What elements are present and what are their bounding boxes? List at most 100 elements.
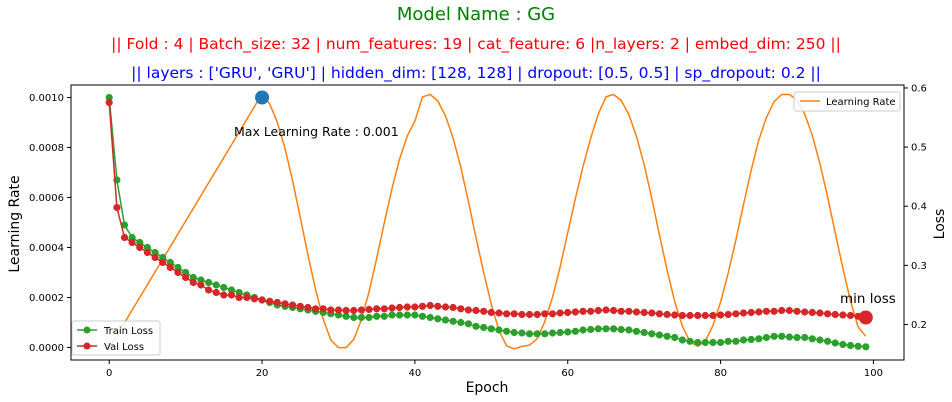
val-loss-point [273, 298, 281, 307]
val-loss-point [694, 311, 702, 320]
train-loss-point [182, 268, 190, 277]
min-loss-marker [858, 310, 873, 325]
train-loss-point [533, 330, 541, 338]
train-loss-point [212, 281, 220, 289]
train-loss-point [159, 253, 167, 262]
train-loss-legend-marker [83, 326, 91, 334]
val-loss-point [357, 306, 365, 314]
train-loss-point [671, 333, 679, 342]
architecture-subtitle: || layers : ['GRU', 'GRU'] | hidden_dim:… [131, 64, 821, 82]
lr-legend-label: Learning Rate [826, 97, 896, 108]
val-loss-point [640, 308, 648, 317]
val-loss-point [258, 296, 266, 304]
val-loss-point [778, 306, 786, 315]
val-loss-point [678, 311, 687, 320]
train-loss-point [663, 332, 671, 340]
val-loss-point [556, 309, 564, 317]
val-loss-point [548, 310, 557, 318]
train-loss-point [793, 333, 801, 342]
train-loss-point [579, 326, 587, 334]
val-loss-point [663, 310, 671, 319]
train-loss-point [472, 322, 480, 330]
x-tick-label: 0 [106, 368, 112, 379]
train-loss-point [548, 329, 557, 337]
val-loss-point [289, 301, 297, 309]
val-loss-point [464, 306, 472, 314]
val-loss-point [770, 307, 778, 315]
train-loss-point [342, 312, 350, 320]
train-loss-point [778, 332, 786, 340]
train-loss-point [403, 311, 411, 319]
train-loss-point [380, 312, 388, 320]
y-axis-label-right: Loss [932, 209, 948, 240]
train-loss-point [151, 248, 159, 257]
y-right-tick-label: 0.2 [911, 320, 927, 331]
val-loss-point [411, 303, 419, 311]
val-loss-line [108, 102, 866, 319]
val-loss-point [816, 309, 824, 317]
train-loss-point [235, 288, 243, 297]
train-loss-point [801, 333, 809, 342]
train-loss-line [108, 97, 866, 348]
val-loss-point [839, 311, 847, 319]
train-loss-point [426, 313, 434, 322]
train-loss-point [556, 328, 564, 337]
train-loss-point [587, 325, 595, 334]
y-left-tick-label: 0.0000 [29, 343, 64, 354]
train-loss-point [136, 238, 144, 247]
learning-rate-line [108, 92, 867, 350]
min-loss-annotation: min loss [840, 291, 896, 307]
val-loss-point [312, 305, 320, 313]
y-left-tick-label: 0.0008 [29, 143, 64, 154]
val-loss-point [327, 306, 335, 314]
val-loss-point [831, 310, 839, 319]
val-loss-point [365, 305, 373, 314]
val-loss-point [655, 310, 664, 318]
val-loss-point [205, 286, 213, 294]
val-loss-point [457, 305, 465, 313]
val-loss-point [755, 308, 763, 316]
val-loss-point [510, 310, 518, 318]
val-loss-point [701, 311, 709, 320]
chart-title: Model Name : GG [396, 4, 556, 25]
train-loss-point [411, 311, 419, 319]
val-loss-point [128, 238, 136, 247]
val-loss-point [388, 304, 396, 312]
train-loss-point [571, 327, 580, 335]
train-loss-point [105, 93, 113, 102]
val-loss-point [732, 310, 740, 318]
val-loss-point [579, 307, 587, 315]
train-loss-point [350, 313, 358, 322]
val-loss-point [671, 311, 679, 319]
train-loss-point [480, 323, 488, 332]
train-loss-point [143, 243, 151, 252]
y-left-tick-label: 0.0002 [29, 293, 64, 304]
train-loss-point [625, 326, 633, 334]
train-loss-point [602, 325, 610, 333]
val-loss-point [625, 307, 633, 315]
val-loss-point [334, 306, 343, 314]
train-loss-point [503, 327, 511, 335]
val-loss-point [739, 309, 748, 317]
val-loss-point [533, 310, 541, 319]
val-loss-point [136, 243, 144, 252]
max-lr-marker [255, 90, 270, 105]
val-loss-point [212, 288, 220, 297]
val-loss-point [808, 308, 816, 317]
train-loss-point [128, 233, 136, 242]
x-tick-label: 40 [409, 368, 422, 379]
x-tick-label: 80 [714, 368, 727, 379]
val-loss-point [717, 311, 725, 319]
val-loss-point [189, 278, 197, 287]
train-loss-point [418, 312, 427, 320]
train-loss-point [678, 336, 687, 344]
val-loss-point [350, 306, 358, 315]
loss-legend: Train Loss Val Loss [71, 320, 161, 356]
val-loss-point [564, 308, 572, 317]
val-loss-point [785, 306, 794, 315]
y-right-tick-label: 0.3 [911, 261, 927, 272]
train-loss-legend-label: Train Loss [103, 326, 153, 337]
val-loss-point [610, 306, 618, 315]
x-tick-label: 60 [561, 368, 574, 379]
val-loss-point [525, 310, 534, 319]
